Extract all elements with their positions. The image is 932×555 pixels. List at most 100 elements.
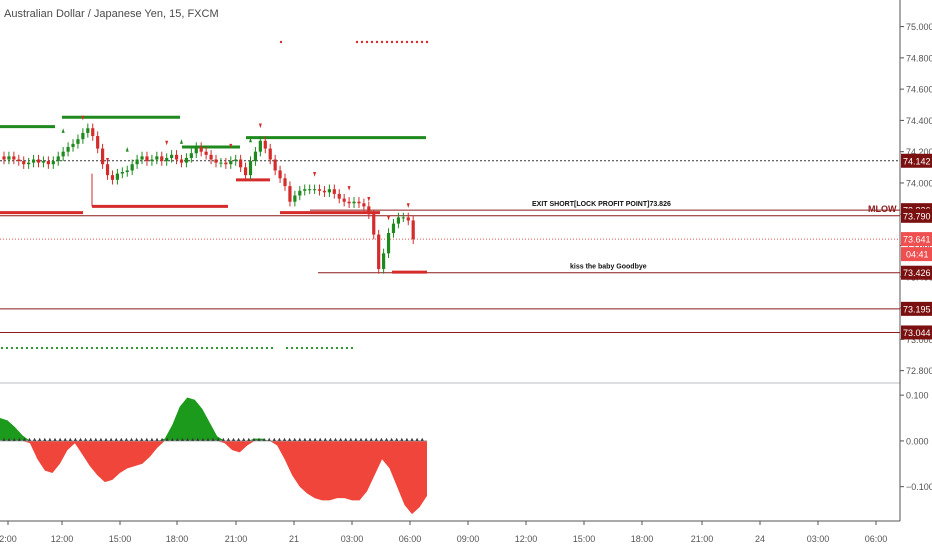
buy-signal-marker bbox=[125, 146, 129, 152]
bottom-marker bbox=[180, 346, 184, 350]
level-price-badge bbox=[901, 265, 932, 280]
zero-cross-marker bbox=[94, 437, 98, 441]
bottom-marker bbox=[110, 346, 114, 350]
zero-cross-marker bbox=[242, 437, 246, 441]
bottom-marker bbox=[290, 346, 294, 350]
bottom-marker bbox=[285, 346, 289, 350]
zero-cross-marker bbox=[48, 437, 52, 441]
candle-body bbox=[248, 161, 253, 176]
candle-body bbox=[96, 136, 100, 149]
candle-body bbox=[51, 161, 55, 165]
bottom-marker bbox=[190, 346, 194, 350]
top-marker bbox=[380, 40, 384, 44]
zero-cross-marker bbox=[231, 437, 236, 441]
top-marker bbox=[390, 40, 394, 44]
zero-cross-marker bbox=[420, 437, 424, 441]
price-tick-label: 75.000 bbox=[906, 22, 932, 32]
zero-cross-marker bbox=[68, 437, 72, 441]
candle-body bbox=[204, 151, 208, 155]
candle-body bbox=[179, 159, 184, 163]
sell-signal-marker bbox=[347, 186, 351, 191]
sell-signal-marker bbox=[406, 203, 410, 208]
candle-body bbox=[229, 161, 233, 165]
zero-cross-marker bbox=[272, 437, 276, 441]
bottom-marker bbox=[65, 346, 69, 350]
bottom-marker bbox=[70, 346, 74, 350]
bottom-marker bbox=[305, 346, 309, 350]
candle-body bbox=[125, 170, 129, 173]
candle-body bbox=[401, 217, 405, 219]
level-price-label: 73.641 bbox=[903, 235, 931, 245]
candle-body bbox=[214, 159, 218, 163]
zero-cross-marker bbox=[191, 437, 195, 441]
candle-body bbox=[382, 253, 386, 269]
sell-signal-marker bbox=[81, 115, 85, 121]
zero-cross-marker bbox=[145, 437, 149, 441]
zero-cross-marker bbox=[2, 437, 6, 441]
bottom-marker bbox=[55, 346, 59, 350]
candle-body bbox=[253, 151, 258, 162]
bottom-marker bbox=[100, 346, 104, 350]
time-tick-label: 2:00 bbox=[0, 534, 17, 544]
bottom-marker bbox=[205, 346, 209, 350]
time-tick-label: 03:00 bbox=[341, 534, 364, 544]
candle-body bbox=[278, 170, 282, 179]
zero-cross-marker bbox=[114, 437, 118, 441]
sell-signal-marker bbox=[387, 215, 391, 221]
level-price-badge bbox=[901, 232, 932, 247]
top-marker bbox=[370, 40, 374, 44]
time-tick-label: 21:00 bbox=[691, 534, 714, 544]
zero-cross-marker bbox=[180, 437, 185, 441]
candle-body bbox=[110, 175, 115, 180]
time-tick-label: 03:00 bbox=[807, 534, 830, 544]
zero-cross-marker bbox=[109, 437, 113, 441]
zero-cross-marker bbox=[333, 437, 338, 441]
zero-cross-marker bbox=[400, 437, 404, 441]
bottom-marker bbox=[125, 346, 129, 350]
bottom-marker bbox=[95, 346, 99, 350]
candle-body bbox=[101, 148, 105, 165]
zero-cross-marker bbox=[313, 437, 317, 441]
zero-cross-marker bbox=[288, 437, 292, 441]
candle-body bbox=[243, 167, 248, 176]
time-tick-label: 12:00 bbox=[51, 534, 74, 544]
bottom-marker bbox=[185, 346, 189, 350]
oscillator-negative-area bbox=[0, 440, 427, 515]
bottom-marker bbox=[175, 346, 179, 350]
zero-cross-marker bbox=[267, 437, 271, 441]
bottom-marker bbox=[225, 346, 229, 350]
sell-signal-marker bbox=[106, 157, 110, 163]
top-marker bbox=[405, 40, 409, 44]
zero-cross-marker bbox=[359, 437, 363, 441]
bottom-marker bbox=[220, 346, 224, 350]
bottom-marker bbox=[210, 346, 214, 350]
zero-cross-marker bbox=[369, 437, 373, 441]
candle-body bbox=[411, 220, 415, 240]
zero-cross-marker bbox=[129, 437, 134, 441]
candle-body bbox=[312, 189, 317, 191]
candle-body bbox=[194, 146, 198, 154]
candle-body bbox=[135, 159, 139, 165]
zero-cross-marker bbox=[364, 437, 368, 441]
candle-body bbox=[189, 153, 193, 158]
bottom-marker bbox=[200, 346, 204, 350]
time-tick-label: 12:00 bbox=[515, 534, 538, 544]
top-marker bbox=[400, 40, 404, 44]
bottom-marker bbox=[25, 346, 29, 350]
zero-cross-marker bbox=[160, 437, 164, 441]
candle-body bbox=[327, 189, 331, 193]
price-tick-label: 74.000 bbox=[906, 178, 932, 188]
candle-body bbox=[145, 156, 149, 162]
candle-body bbox=[263, 140, 267, 149]
top-marker bbox=[355, 40, 359, 44]
zero-cross-marker bbox=[175, 437, 179, 441]
zero-cross-marker bbox=[206, 437, 210, 441]
zero-cross-marker bbox=[12, 437, 16, 441]
zero-cross-marker bbox=[7, 437, 11, 441]
zero-cross-marker bbox=[298, 437, 302, 441]
zero-cross-marker bbox=[237, 437, 241, 441]
candle-body bbox=[56, 156, 60, 162]
time-tick-label: 15:00 bbox=[573, 534, 596, 544]
time-tick-label: 21:00 bbox=[225, 534, 248, 544]
